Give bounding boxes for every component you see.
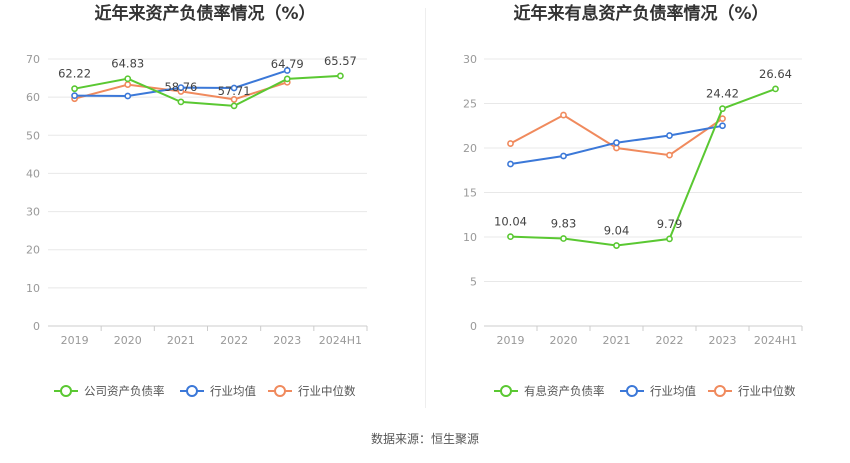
data-point xyxy=(71,85,78,93)
data-point xyxy=(177,98,185,106)
data-point xyxy=(230,84,238,92)
data-label: 10.04 xyxy=(494,215,527,229)
data-point xyxy=(719,105,726,113)
x-tick-label: 2022 xyxy=(656,334,684,347)
legend-swatch-marker xyxy=(500,385,512,397)
x-tick-label: 2022 xyxy=(220,334,248,347)
data-point xyxy=(124,81,132,88)
legend-item: 行业中位数 xyxy=(708,384,796,398)
legend-label: 行业中位数 xyxy=(738,384,796,398)
legend-swatch-marker xyxy=(60,385,72,397)
data-label: 64.79 xyxy=(271,57,304,71)
y-tick-label: 15 xyxy=(463,187,477,200)
x-tick-label: 2024H1 xyxy=(754,334,797,347)
data-label: 9.83 xyxy=(551,217,577,231)
legend-label: 行业中位数 xyxy=(298,384,356,398)
data-label: 57.71 xyxy=(218,84,251,98)
data-point xyxy=(283,67,291,74)
data-point xyxy=(560,152,567,160)
data-point xyxy=(719,122,726,130)
legend-label: 行业均值 xyxy=(210,384,256,398)
y-tick-label: 10 xyxy=(26,282,40,295)
y-tick-label: 70 xyxy=(26,53,40,66)
data-point xyxy=(124,75,132,83)
x-tick-label: 2019 xyxy=(497,334,525,347)
legend-swatch-marker xyxy=(274,385,286,397)
data-point xyxy=(177,84,185,92)
data-label: 9.04 xyxy=(604,224,630,238)
x-tick-label: 2023 xyxy=(273,334,301,347)
data-point xyxy=(560,235,567,242)
source-text: 数据来源：恒生聚源 xyxy=(370,432,479,446)
data-point xyxy=(719,115,726,123)
data-point xyxy=(772,85,779,93)
legend-swatch-marker xyxy=(186,385,198,397)
y-tick-label: 0 xyxy=(470,320,477,333)
data-label: 26.64 xyxy=(759,67,792,81)
data-label: 58.76 xyxy=(164,80,197,94)
x-tick-label: 2019 xyxy=(61,334,89,347)
x-tick-label: 2020 xyxy=(114,334,142,347)
series-line-1 xyxy=(74,74,341,107)
data-point xyxy=(230,96,238,103)
data-point xyxy=(666,151,673,159)
legend-item: 行业均值 xyxy=(180,384,256,398)
data-point xyxy=(613,242,620,249)
data-point xyxy=(124,92,132,100)
data-point xyxy=(71,92,78,100)
data-label: 65.57 xyxy=(324,54,357,68)
data-point xyxy=(507,140,514,147)
data-label: 9.79 xyxy=(657,217,683,231)
chart-1: 近年来资产负债率情况（%） 0 10 20 30 40 50 60 70 2019 2020 2021… xyxy=(26,3,368,398)
data-point xyxy=(230,102,238,110)
data-label: 24.42 xyxy=(706,87,739,101)
x-tick-label: 2024H1 xyxy=(319,334,362,347)
y-tick-label: 5 xyxy=(470,276,477,289)
data-point xyxy=(560,111,567,119)
series-line-1 xyxy=(510,87,776,247)
data-point xyxy=(613,139,620,147)
chart-2: 近年来有息资产负债率情况（%） 0 5 10 15 20 25 30 2019 2020 2021 2… xyxy=(463,3,803,398)
y-tick-label: 40 xyxy=(26,167,40,180)
chart-title: 近年来有息资产负债率情况（%） xyxy=(513,3,768,24)
data-point xyxy=(507,233,514,241)
legend-label: 公司资产负债率 xyxy=(84,384,165,398)
x-tick-label: 2021 xyxy=(603,334,631,347)
y-tick-label: 60 xyxy=(26,91,40,104)
legend-swatch-marker xyxy=(714,385,726,397)
data-label: 62.22 xyxy=(58,67,91,81)
x-tick-label: 2020 xyxy=(550,334,578,347)
y-tick-label: 20 xyxy=(26,244,40,257)
legend-item: 公司资产负债率 xyxy=(54,384,165,398)
y-tick-label: 25 xyxy=(463,98,477,111)
y-tick-label: 0 xyxy=(33,320,40,333)
data-point xyxy=(283,75,291,83)
y-tick-label: 50 xyxy=(26,129,40,142)
legend-swatch-marker xyxy=(626,385,638,397)
data-point xyxy=(666,132,673,139)
x-tick-label: 2021 xyxy=(167,334,195,347)
y-tick-label: 30 xyxy=(26,206,40,219)
data-point xyxy=(613,144,620,152)
legend-label: 有息资产负债率 xyxy=(524,384,605,398)
legend-item: 行业均值 xyxy=(620,384,696,398)
y-tick-label: 30 xyxy=(463,53,477,66)
x-tick-label: 2023 xyxy=(709,334,737,347)
data-point xyxy=(337,72,344,80)
data-point xyxy=(666,235,673,243)
y-tick-label: 20 xyxy=(463,142,477,155)
legend-item: 有息资产负债率 xyxy=(494,384,605,398)
y-tick-label: 10 xyxy=(463,231,477,244)
data-label: 64.83 xyxy=(111,57,144,71)
legend-item: 行业中位数 xyxy=(268,384,356,398)
data-point xyxy=(507,160,514,168)
chart-title: 近年来资产负债率情况（%） xyxy=(94,3,315,24)
legend-label: 行业均值 xyxy=(650,384,696,398)
